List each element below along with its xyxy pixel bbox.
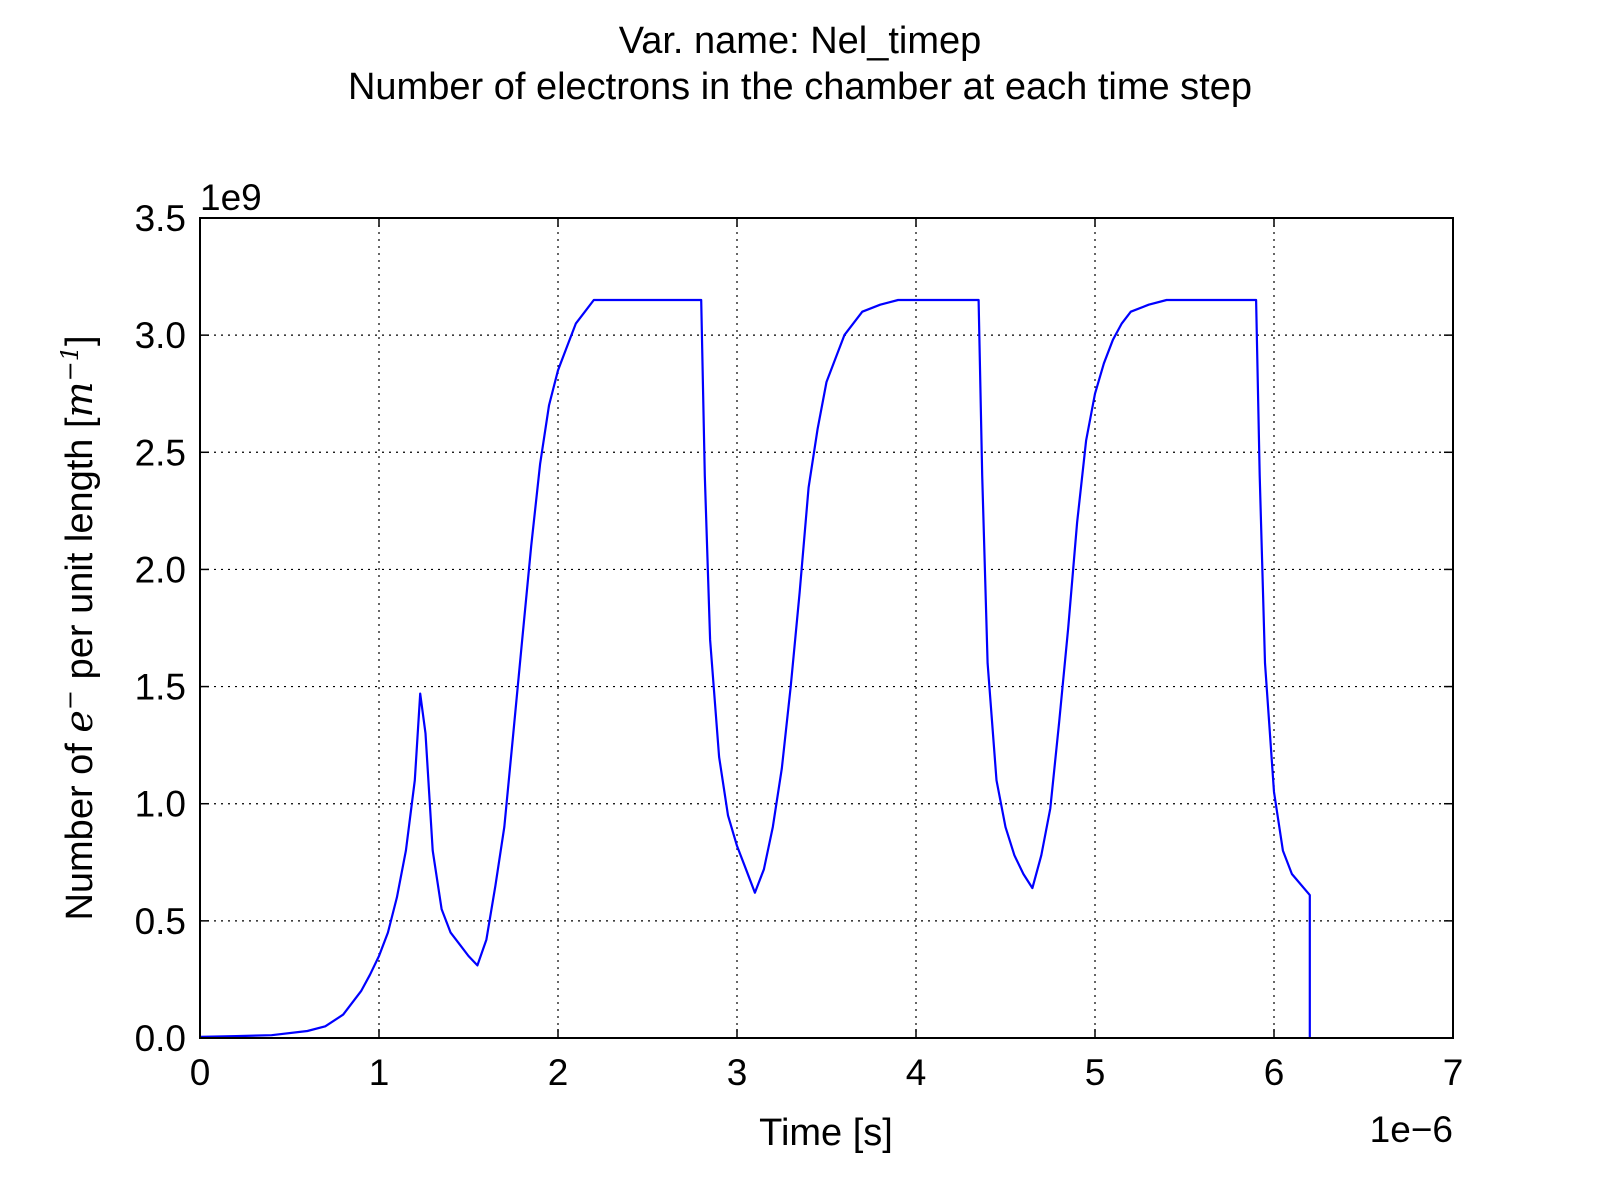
x-tick-label: 5	[1085, 1052, 1106, 1093]
y-tick-label: 0.0	[135, 1018, 186, 1059]
y-tick-label: 0.5	[135, 901, 186, 942]
x-axis-label: Time [s]	[759, 1112, 893, 1154]
grid-lines	[200, 218, 1453, 1038]
x-tick-label: 2	[548, 1052, 569, 1093]
y-tick-label: 2.5	[135, 432, 186, 473]
y-axis-label-symbol: e	[57, 710, 101, 733]
y-tick-label: 2.0	[135, 549, 186, 590]
series-line	[199, 298, 1311, 1038]
y-axis-multiplier: 1e9	[200, 177, 262, 218]
y-tick-label: 3.0	[135, 315, 186, 356]
x-tick-label: 1	[369, 1052, 390, 1093]
x-tick-label: 0	[190, 1052, 211, 1093]
chart-title-block: Var. name: Nel_timep Number of electrons…	[0, 18, 1600, 110]
plot-area-frame	[199, 217, 1454, 1039]
y-axis-label-middle: per unit length [	[59, 417, 101, 690]
y-axis-label-unit: m	[57, 381, 101, 417]
y-axis-label-prefix: Number of	[59, 733, 101, 921]
x-axis-multiplier: 1e−6	[1370, 1109, 1453, 1150]
x-tick-label: 7	[1443, 1052, 1464, 1093]
x-tick-label: 3	[727, 1052, 748, 1093]
y-tick-label: 1.5	[135, 667, 186, 708]
y-axis-label-unit-sup: −1	[56, 346, 84, 381]
chart-subtitle: Number of electrons in the chamber at ea…	[347, 66, 1252, 108]
axis-ticks: 0 1 2 3 4 5 6 7 0.0 0.5 1.0 1.5 2.0 2.5 3.0 3.5	[135, 198, 1464, 1093]
chart-title: Var. name: Nel_timep	[618, 20, 982, 62]
data-series-layer	[199, 298, 1311, 1038]
y-axis-label-suffix: ]	[59, 335, 101, 346]
x-tick-label: 6	[1264, 1052, 1285, 1093]
y-tick-label: 1.0	[135, 784, 186, 825]
y-tick-label: 3.5	[135, 198, 186, 239]
y-axis-label-symbol-sup: −	[56, 690, 84, 710]
x-tick-label: 4	[906, 1052, 927, 1093]
y-axis-label: Number of e− per unit length [m−1]	[56, 335, 101, 920]
